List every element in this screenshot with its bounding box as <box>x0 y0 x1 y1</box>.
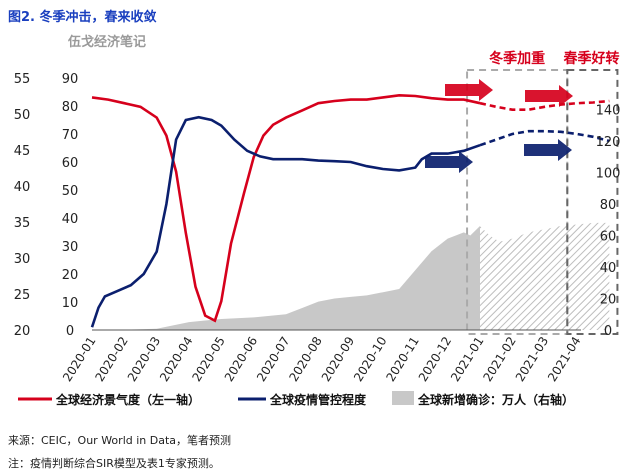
annotation-label: 春季好转 <box>563 50 620 67</box>
y-left1-tick-label: 45 <box>14 144 31 159</box>
y-right-tick-label: 60 <box>600 230 617 245</box>
y-right-tick-label: 120 <box>596 135 621 150</box>
y-left2-tick-label: 60 <box>62 156 79 171</box>
y-right-tick-label: 0 <box>604 324 612 339</box>
source-note: 来源：CEIC，Our World in Data，笔者预测 <box>8 434 232 447</box>
stringency-line <box>90 115 481 328</box>
y-left2-tick-label: 50 <box>62 184 79 199</box>
legend-item: 全球新增确诊：万人（右轴） <box>392 391 574 407</box>
y-left2-tick-label: 10 <box>62 296 79 311</box>
arrow-red-icon <box>445 79 493 101</box>
y-left1-tick-label: 20 <box>14 324 31 339</box>
figure-title: 图2. 冬季冲击，春来收敛 <box>8 10 157 25</box>
legend-label: 全球经济景气度（左一轴） <box>55 392 200 407</box>
y-right-tick-label: 40 <box>600 261 617 276</box>
watermark-text: 伍戈经济笔记 <box>67 34 146 50</box>
y-left2-tick-label: 20 <box>62 268 79 283</box>
stringency-forecast-line <box>479 129 610 147</box>
pmi-line <box>91 93 481 323</box>
y-left2-tick-label: 30 <box>62 240 79 255</box>
arrow-red-icon <box>525 85 573 107</box>
y-left1-tick-label: 40 <box>14 180 31 195</box>
cases-area-actual <box>92 226 480 330</box>
arrow-navy-icon <box>425 151 473 173</box>
y-left1-tick-label: 55 <box>14 72 31 87</box>
pmi-forecast-line <box>479 99 610 111</box>
legend-item: 全球经济景气度（左一轴） <box>18 392 200 407</box>
y-left2-tick-label: 40 <box>62 212 79 227</box>
y-left1-tick-label: 50 <box>14 108 31 123</box>
y-left1-tick-label: 35 <box>14 216 31 231</box>
y-right-tick-label: 80 <box>600 198 617 213</box>
y-right-tick-label: 140 <box>596 104 621 119</box>
legend-label: 全球新增确诊：万人（右轴） <box>417 392 574 407</box>
legend-swatch-cases <box>392 391 414 405</box>
footnote: 注：疫情判断综合SIR模型及表1专家预测。 <box>8 457 220 470</box>
y-left2-tick-label: 0 <box>66 324 74 339</box>
chart: 冬季加重 春季好转 伍戈经济笔记 20 25 30 35 40 45 50 55 0 10 20 30 40… <box>14 34 621 407</box>
legend-item: 全球疫情管控程度 <box>238 392 367 407</box>
y-left2-tick-label: 80 <box>62 100 79 115</box>
y-left2-tick-label: 70 <box>62 128 79 143</box>
cases-area-forecast <box>480 222 610 330</box>
arrow-navy-icon <box>524 139 572 161</box>
y-left1-tick-label: 30 <box>14 252 31 267</box>
y-right-tick-label: 20 <box>600 293 617 308</box>
spring-box <box>566 69 619 335</box>
legend-label: 全球疫情管控程度 <box>269 392 367 407</box>
y-right-tick-label: 100 <box>596 167 621 182</box>
y-left1-tick-label: 25 <box>14 288 31 303</box>
annotation-label: 冬季加重 <box>489 50 545 67</box>
y-left2-tick-label: 90 <box>62 72 79 87</box>
